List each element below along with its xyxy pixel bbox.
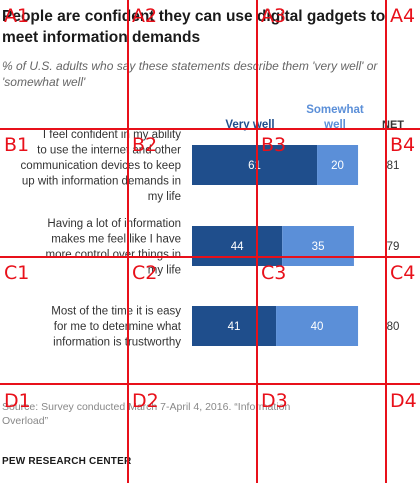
category-label-1-line-0: Having a lot of information	[47, 218, 181, 230]
grid-cell-label-d1: D1	[4, 390, 31, 412]
grid-cell-label-d2: D2	[132, 390, 159, 412]
pew-logo-text: PEW RESEARCH CENTER	[2, 456, 132, 467]
category-label-0-line-3: up with information demands in	[22, 176, 181, 188]
bar-somewhat-well-2	[276, 306, 359, 346]
bar-label-very-well-1: 44	[231, 241, 244, 253]
grid-cell-label-c1: C1	[4, 262, 30, 284]
grid-cell-label-a3: A3	[261, 5, 287, 27]
grid-cell-label-d4: D4	[390, 390, 417, 412]
chart-subtitle: % of U.S. adults who say these statement…	[2, 59, 378, 89]
bar-very-well-0	[192, 145, 318, 185]
grid-horizontal-line-2	[0, 383, 420, 385]
category-label-1-line-1: makes me feel like I have	[51, 233, 181, 245]
grid-cell-label-b3: B3	[261, 134, 287, 156]
grid-cell-label-a1: A1	[4, 5, 30, 27]
grid-vertical-line-0	[127, 0, 129, 483]
net-value-0: 81	[387, 160, 400, 172]
bar-label-somewhat-well-0: 20	[331, 160, 344, 172]
grid-cell-label-b4: B4	[390, 134, 416, 156]
bar-label-somewhat-well-1: 35	[312, 241, 325, 253]
grid-horizontal-line-0	[0, 128, 420, 130]
category-label-2-line-0: Most of the time it is easy	[51, 306, 181, 318]
grid-vertical-line-1	[256, 0, 258, 483]
grid-cell-label-a4: A4	[390, 5, 416, 27]
grid-cell-label-d3: D3	[261, 390, 288, 412]
grid-cell-label-b1: B1	[4, 134, 30, 156]
category-label-0-line-4: my life	[148, 191, 181, 203]
bar-somewhat-well-1	[282, 226, 354, 266]
bar-very-well-1	[192, 226, 283, 266]
category-label-0-line-2: communication devices to keep	[21, 160, 181, 172]
grid-vertical-line-2	[385, 0, 387, 483]
source-note: Source: Survey conducted March 7-April 4…	[2, 401, 291, 427]
bar-label-somewhat-well-2: 40	[311, 321, 324, 333]
net-value-1: 79	[387, 241, 400, 253]
category-label-1-line-3: my life	[148, 264, 181, 276]
category-label-2-line-1: for me to determine what	[54, 321, 182, 333]
grid-cell-label-c3: C3	[261, 262, 287, 284]
category-label-1-line-2: more control over things in	[45, 249, 181, 261]
bar-very-well-2	[192, 306, 277, 346]
bar-label-very-well-0: 61	[248, 160, 261, 172]
bar-somewhat-well-0	[317, 145, 359, 185]
chart-title: People are confident they can use digita…	[2, 8, 386, 46]
category-label-0-line-1: to use the internet and other	[37, 145, 181, 157]
category-label-0-line-0: I feel confident in my ability	[43, 129, 181, 141]
grid-cell-label-a2: A2	[132, 5, 158, 27]
grid-horizontal-line-1	[0, 256, 420, 258]
grid-cell-label-c4: C4	[390, 262, 416, 284]
grid-cell-label-c2: C2	[132, 262, 158, 284]
category-label-2-line-2: information is trustworthy	[53, 337, 181, 349]
net-value-2: 80	[387, 321, 400, 333]
legend-somewhat-well: Somewhat	[306, 104, 364, 116]
grid-cell-label-b2: B2	[132, 134, 158, 156]
bar-label-very-well-2: 41	[228, 321, 241, 333]
